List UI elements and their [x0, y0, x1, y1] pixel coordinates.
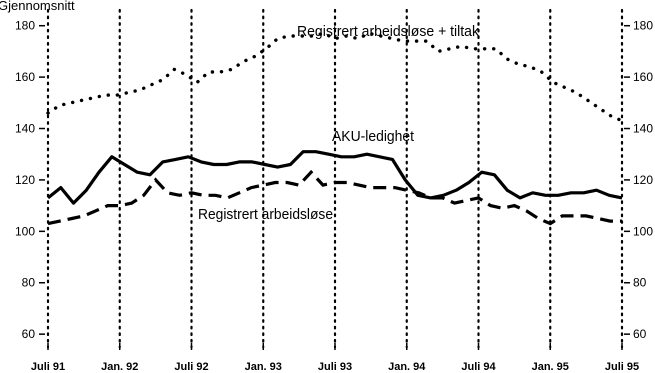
series-line-aku-ledighet: [46, 150, 623, 205]
x-tick-label: Jan. 94: [388, 361, 426, 373]
annotation-registrert-arbeidslose: Registrert arbeidsløse: [198, 206, 333, 223]
y-tick-label-right: 140: [633, 122, 653, 136]
x-axis: Juli 91 Jan. 92 Juli 92 Jan. 93 Juli 93 Jan. …: [31, 343, 639, 373]
x-tick-label: Juli 91: [31, 361, 65, 373]
vertical-gridlines: [46, 8, 624, 349]
y-tick-label-right: 180: [633, 19, 653, 33]
y-axis-unit-label: Gjennomsnitt: [0, 0, 75, 13]
y-tick-label-left: 80: [22, 276, 36, 290]
x-tick-label: Jan. 92: [101, 361, 138, 373]
y-tick-label-right: 120: [633, 173, 653, 187]
y-tick-label-left: 180: [15, 19, 35, 33]
series-group: [46, 31, 624, 226]
annotation-aku-ledighet: AKU-ledighet: [332, 128, 415, 145]
y-tick-label-right: 100: [633, 224, 653, 238]
series-line-registrert-arbeidslose-tiltak: [46, 31, 624, 123]
y-tick-label-left: 140: [15, 122, 35, 136]
y-tick-label-left: 160: [15, 70, 35, 84]
y-tick-label-right: 60: [633, 327, 647, 341]
y-axis-right: 60 80 100 120 140 160 180: [624, 19, 653, 341]
y-tick-label-left: 120: [15, 173, 35, 187]
x-tick-label: Jan. 95: [532, 361, 569, 373]
y-axis-left: 60 80 100 120 140 160 180: [15, 19, 45, 341]
y-tick-label-right: 160: [633, 70, 653, 84]
x-tick-label: Juli 95: [605, 361, 639, 373]
y-tick-label-right: 80: [633, 276, 647, 290]
x-tick-label: Jan. 93: [245, 361, 282, 373]
x-tick-label: Juli 93: [318, 361, 352, 373]
x-tick-label: Juli 92: [174, 361, 208, 373]
y-tick-label-left: 60: [22, 327, 36, 341]
series-line-registrert-arbeidslose: [47, 169, 622, 226]
x-tick-label: Juli 94: [461, 361, 496, 373]
y-tick-label-left: 100: [15, 224, 35, 238]
annotation-registrert-arbeidslose-tiltak: Registrert arbeidsløse + tiltak: [297, 23, 479, 40]
